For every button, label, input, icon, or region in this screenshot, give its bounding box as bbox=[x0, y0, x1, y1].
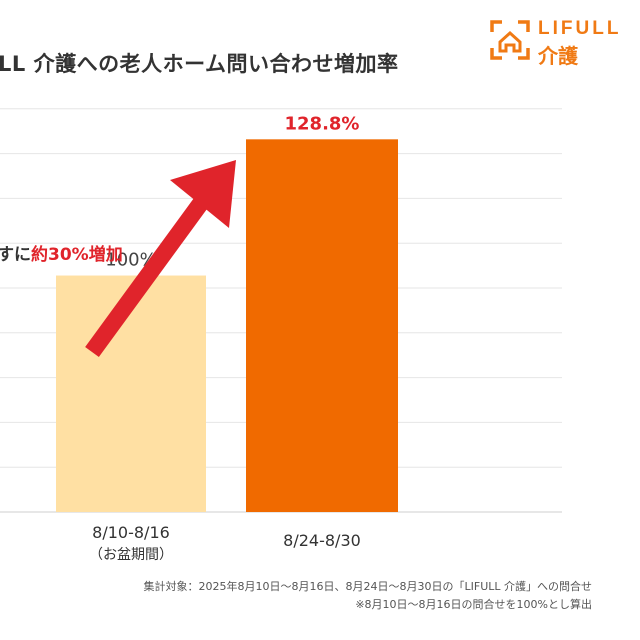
category-sublabel-1: （お盆期間） bbox=[89, 547, 173, 563]
chart-title: LL 介護への老人ホーム問い合わせ増加率 bbox=[0, 52, 399, 76]
value-label-1: 100% bbox=[105, 250, 156, 271]
annotation-prefix: すに bbox=[0, 245, 31, 265]
logo-text-kaigo: 介護 bbox=[538, 44, 578, 68]
footnote-basis: ※8月10日～8月16日の問合せを100%とし算出 bbox=[355, 598, 592, 611]
arrow-head bbox=[170, 160, 236, 228]
annotation-highlight: 約30%増加 bbox=[31, 244, 123, 265]
footnote-source: 集計対象：2025年8月10日～8月16日、8月24日～8月30日の「LIFUL… bbox=[143, 580, 592, 593]
house-bracket-icon bbox=[490, 20, 530, 60]
bars: 100% 8/10-8/16 （お盆期間） 128.8% 8/24-8/30 bbox=[56, 113, 398, 563]
arrow-shaft bbox=[85, 179, 221, 358]
lifull-kaigo-logo: LIFULL 介護 bbox=[488, 18, 638, 68]
increase-arrow bbox=[85, 160, 236, 358]
bar-2 bbox=[246, 139, 398, 512]
bar-1 bbox=[56, 275, 206, 512]
category-label-2: 8/24-8/30 bbox=[283, 531, 361, 550]
annotation-text: すに約30%増加 bbox=[0, 244, 123, 265]
category-label-1: 8/10-8/16 bbox=[92, 523, 170, 542]
value-label-2: 128.8% bbox=[285, 113, 360, 134]
logo-text-lifull: LIFULL bbox=[538, 18, 622, 39]
